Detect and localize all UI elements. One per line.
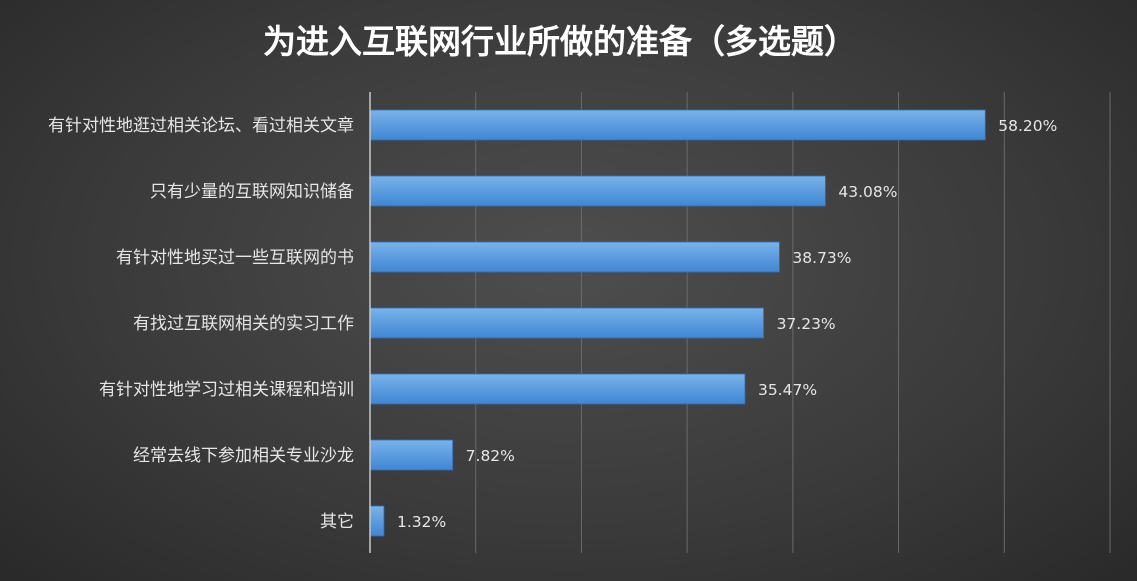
value-label: 37.23% (777, 315, 836, 333)
value-label: 43.08% (838, 183, 897, 201)
labels: 有针对性地逛过相关论坛、看过相关文章 58.20% 只有少量的互联网知识储备 43.0… (48, 116, 1057, 532)
bar (369, 241, 780, 273)
chart-title: 为进入互联网行业所做的准备（多选题） (263, 22, 857, 61)
category-label: 经常去线下参加相关专业沙龙 (133, 446, 354, 466)
bar (369, 373, 746, 405)
category-label: 只有少量的互联网知识储备 (150, 182, 354, 202)
bar (369, 175, 826, 207)
category-label: 其它 (320, 512, 354, 532)
bars (369, 109, 986, 537)
value-label: 35.47% (758, 381, 817, 399)
bar (369, 307, 764, 339)
category-label: 有针对性地买过一些互联网的书 (116, 248, 354, 268)
value-label: 38.73% (792, 249, 851, 267)
category-label: 有针对性地逛过相关论坛、看过相关文章 (48, 116, 354, 136)
category-label: 有针对性地学习过相关课程和培训 (99, 380, 354, 400)
category-label: 有找过互联网相关的实习工作 (133, 314, 354, 334)
value-label: 7.82% (466, 447, 515, 465)
value-label: 1.32% (397, 513, 446, 531)
bar (369, 439, 454, 471)
value-label: 58.20% (998, 117, 1057, 135)
bar (369, 109, 986, 141)
bar (369, 505, 385, 537)
